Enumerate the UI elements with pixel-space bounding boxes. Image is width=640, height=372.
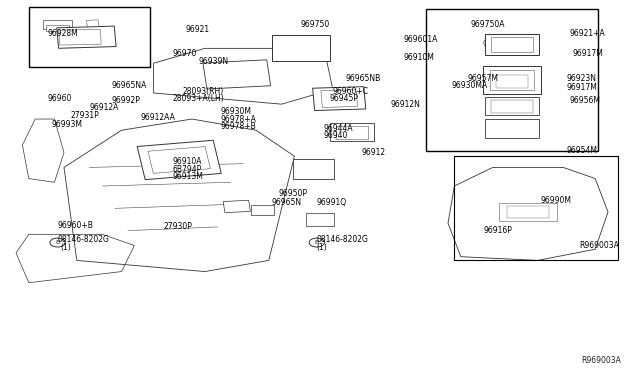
Text: B: B bbox=[56, 240, 60, 245]
Bar bbox=[426, 9, 598, 151]
Text: R969003A: R969003A bbox=[581, 356, 621, 365]
Polygon shape bbox=[223, 200, 250, 213]
Polygon shape bbox=[490, 70, 534, 90]
Text: 08146-8202G: 08146-8202G bbox=[58, 235, 109, 244]
Text: 96921+A: 96921+A bbox=[570, 29, 605, 38]
Polygon shape bbox=[507, 206, 548, 218]
Text: (1): (1) bbox=[317, 243, 328, 252]
Text: B: B bbox=[315, 240, 319, 245]
Bar bbox=[29, 7, 150, 67]
Text: 969601A: 969601A bbox=[403, 35, 438, 44]
Text: 27930P: 27930P bbox=[163, 222, 192, 231]
Text: 96912: 96912 bbox=[362, 148, 386, 157]
Polygon shape bbox=[137, 140, 221, 180]
Polygon shape bbox=[312, 87, 366, 110]
Polygon shape bbox=[306, 213, 334, 226]
Polygon shape bbox=[57, 26, 116, 48]
Polygon shape bbox=[203, 60, 271, 89]
Polygon shape bbox=[330, 123, 374, 141]
Text: 28093+A(LH): 28093+A(LH) bbox=[173, 94, 225, 103]
Text: 96945P: 96945P bbox=[330, 94, 358, 103]
Polygon shape bbox=[492, 37, 532, 52]
Text: 27931P: 27931P bbox=[70, 111, 99, 120]
Polygon shape bbox=[336, 126, 368, 139]
Bar bbox=[454, 156, 618, 260]
Text: 96956M: 96956M bbox=[570, 96, 600, 105]
Polygon shape bbox=[272, 35, 330, 61]
Text: 96910M: 96910M bbox=[403, 53, 434, 62]
Text: 96944A: 96944A bbox=[323, 124, 353, 133]
Polygon shape bbox=[43, 19, 72, 29]
Text: 96921: 96921 bbox=[186, 25, 210, 34]
Text: 96978+B: 96978+B bbox=[221, 122, 257, 131]
Text: 96990M: 96990M bbox=[541, 196, 572, 205]
Text: 96940: 96940 bbox=[323, 131, 348, 140]
Text: R969003A: R969003A bbox=[579, 241, 619, 250]
Text: 96954M: 96954M bbox=[566, 146, 597, 155]
Text: 96913M: 96913M bbox=[173, 172, 204, 181]
Text: 96960+B: 96960+B bbox=[58, 221, 93, 230]
Text: 96939N: 96939N bbox=[198, 57, 228, 66]
Polygon shape bbox=[485, 97, 540, 115]
Text: 96960+C: 96960+C bbox=[333, 87, 369, 96]
Polygon shape bbox=[496, 75, 528, 89]
Text: 96965NB: 96965NB bbox=[346, 74, 381, 83]
Text: 96970: 96970 bbox=[173, 49, 197, 58]
Text: 96930M: 96930M bbox=[221, 107, 252, 116]
Text: 96960: 96960 bbox=[48, 94, 72, 103]
Polygon shape bbox=[251, 205, 274, 215]
Text: 96978+A: 96978+A bbox=[221, 115, 257, 124]
Polygon shape bbox=[86, 20, 99, 29]
Text: 96957M: 96957M bbox=[467, 74, 498, 83]
Polygon shape bbox=[492, 100, 532, 112]
Text: 96965N: 96965N bbox=[272, 198, 302, 207]
Text: 96950P: 96950P bbox=[278, 189, 307, 198]
Text: 969750A: 969750A bbox=[470, 20, 505, 29]
Text: 96912A: 96912A bbox=[90, 103, 119, 112]
Text: 28093(RH): 28093(RH) bbox=[182, 87, 223, 96]
Polygon shape bbox=[321, 90, 358, 108]
Text: 969750: 969750 bbox=[301, 20, 330, 29]
Polygon shape bbox=[46, 25, 69, 31]
Text: 96930MA: 96930MA bbox=[451, 81, 488, 90]
Polygon shape bbox=[485, 35, 540, 55]
Polygon shape bbox=[59, 29, 101, 45]
Polygon shape bbox=[293, 159, 335, 179]
Text: 96917M: 96917M bbox=[566, 83, 597, 92]
Text: 08146-8202G: 08146-8202G bbox=[317, 235, 369, 244]
Text: 96912AA: 96912AA bbox=[141, 113, 175, 122]
Polygon shape bbox=[499, 203, 557, 221]
Text: 96912N: 96912N bbox=[390, 100, 420, 109]
Polygon shape bbox=[485, 119, 540, 138]
Polygon shape bbox=[483, 66, 541, 94]
Text: 96923N: 96923N bbox=[566, 74, 596, 83]
Text: 96917M: 96917M bbox=[573, 49, 604, 58]
Text: 96916P: 96916P bbox=[483, 226, 512, 235]
Text: 96910A: 96910A bbox=[173, 157, 202, 166]
Text: 96993M: 96993M bbox=[51, 120, 82, 129]
Text: 96928M: 96928M bbox=[48, 29, 79, 38]
Text: 96992P: 96992P bbox=[112, 96, 141, 105]
Text: 96965NA: 96965NA bbox=[112, 81, 147, 90]
Text: (1): (1) bbox=[61, 243, 72, 252]
Polygon shape bbox=[148, 147, 211, 173]
Text: 6B794P: 6B794P bbox=[173, 165, 202, 174]
Text: 96991Q: 96991Q bbox=[317, 198, 347, 207]
